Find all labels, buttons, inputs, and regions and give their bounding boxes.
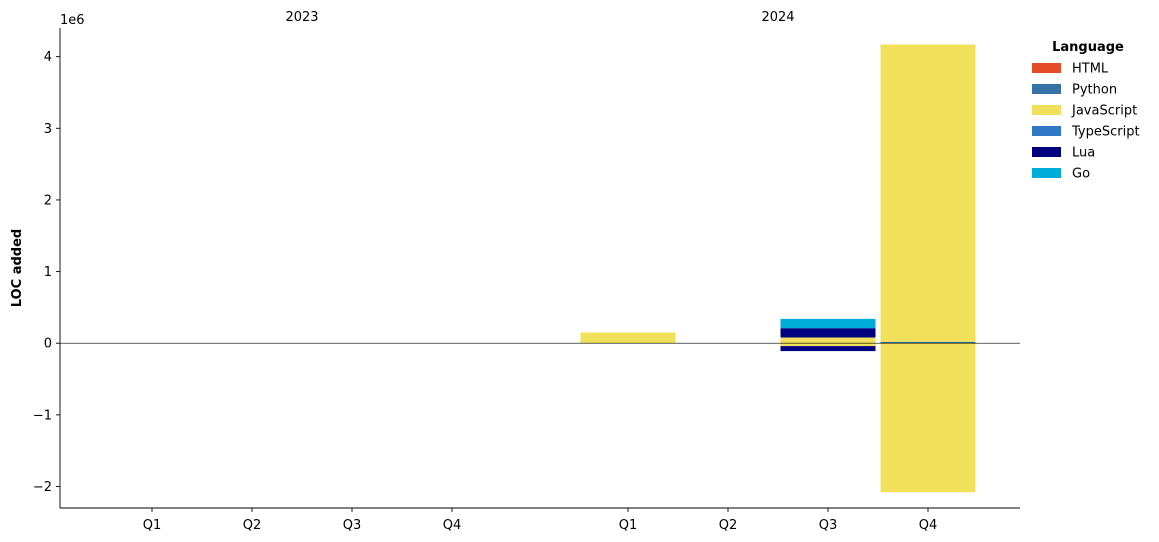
x-tick-label: Q4 xyxy=(443,518,462,533)
bar-javascript-4 xyxy=(580,332,676,344)
y-tick-label: 3 xyxy=(44,122,52,137)
legend-swatch-javascript xyxy=(1032,105,1061,115)
bar-javascript-7 xyxy=(880,44,976,342)
legend: Language HTML Python JavaScript TypeScript Lu… xyxy=(1032,40,1140,182)
y-offset-label: 1e6 xyxy=(60,13,85,28)
legend-title: Language xyxy=(1052,40,1124,55)
legend-swatch-lua xyxy=(1032,147,1061,157)
bar-go-6 xyxy=(780,318,876,329)
legend-swatch-python xyxy=(1032,84,1061,94)
legend-label-go: Go xyxy=(1072,167,1090,182)
legend-swatch-go xyxy=(1032,168,1061,178)
bar-neg-javascript-7 xyxy=(880,343,976,493)
bar-lua-6 xyxy=(780,328,876,338)
x-tick-label: Q3 xyxy=(819,518,838,533)
legend-swatch-html xyxy=(1032,63,1061,73)
group-label-2023: 2023 xyxy=(285,10,318,25)
labels-layer: −2 −1 0 1 2 3 4 1e6 LOC added Q1 Q2 Q3 Q4 2023 Q1 Q2 Q3 Q… xyxy=(10,10,937,533)
x-tick-label: Q2 xyxy=(243,518,262,533)
legend-label-typescript: TypeScript xyxy=(1071,125,1140,140)
y-tick-label: 0 xyxy=(44,337,52,352)
y-tick-label: 4 xyxy=(44,50,52,65)
bars-layer xyxy=(580,44,976,493)
bar-python-7 xyxy=(880,341,976,344)
y-tick-label: −1 xyxy=(33,408,52,423)
bar-javascript-6 xyxy=(780,337,876,344)
legend-label-javascript: JavaScript xyxy=(1071,104,1137,119)
x-tick-label: Q4 xyxy=(919,518,938,533)
x-tick-label: Q1 xyxy=(619,518,638,533)
x-tick-label: Q1 xyxy=(143,518,162,533)
legend-label-python: Python xyxy=(1072,83,1117,98)
group-label-2024: 2024 xyxy=(761,10,794,25)
bar-neg-javascript-6 xyxy=(780,343,876,347)
y-tick-label: 1 xyxy=(44,265,52,280)
y-tick-label: 2 xyxy=(44,193,52,208)
legend-label-html: HTML xyxy=(1072,62,1109,77)
x-tick-label: Q2 xyxy=(719,518,738,533)
y-tick-label: −2 xyxy=(33,480,52,495)
x-tick-label: Q3 xyxy=(343,518,362,533)
bar-neg-lua-6 xyxy=(780,346,876,352)
axes-layer xyxy=(56,28,1020,512)
legend-swatch-typescript xyxy=(1032,126,1061,136)
y-axis-label: LOC added xyxy=(10,229,25,307)
legend-label-lua: Lua xyxy=(1072,146,1095,161)
